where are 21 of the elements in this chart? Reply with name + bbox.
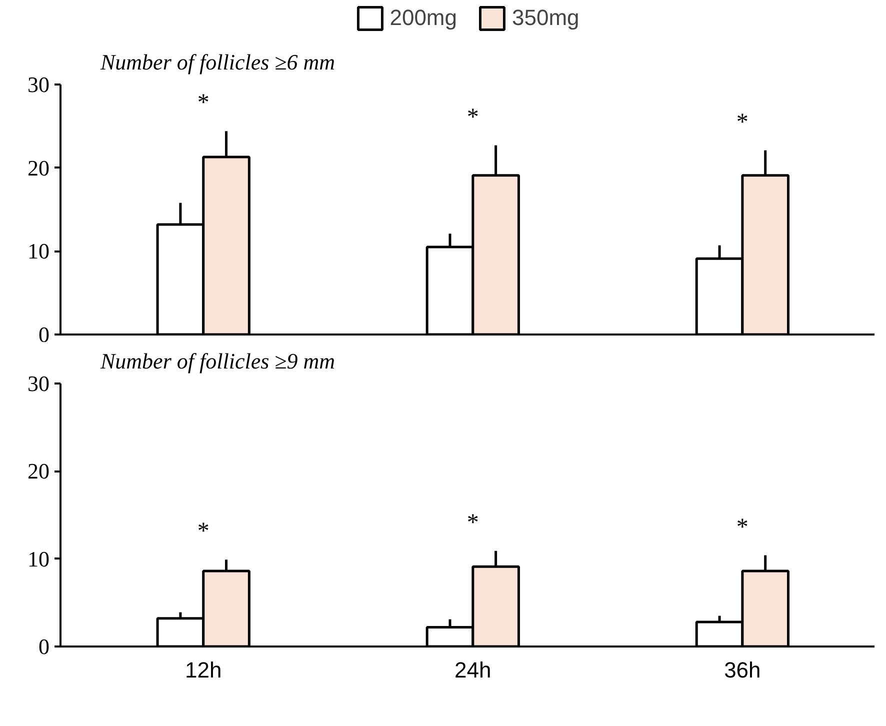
y-tick-label: 30 <box>28 370 50 396</box>
annotation: * <box>736 109 748 136</box>
annotation: * <box>197 518 210 545</box>
y-tick-label: 10 <box>28 238 50 264</box>
y-tick-label: 0 <box>38 322 50 347</box>
annotation: * <box>736 514 748 540</box>
legend-label: 200mg <box>390 5 457 31</box>
chart-title: Number of follicles ≥9 mm <box>100 348 336 374</box>
y-tick-label: 30 <box>28 72 50 97</box>
legend-label: 350mg <box>512 5 580 31</box>
y-tick-label: 10 <box>28 546 50 572</box>
chart-title: Number of follicles ≥6 mm <box>100 50 336 74</box>
y-tick-label: 20 <box>28 458 50 484</box>
x-tick-label: 36h <box>724 658 761 682</box>
x-tick-label: 12h <box>185 658 222 682</box>
annotation: * <box>466 510 479 536</box>
annotation: * <box>466 104 479 130</box>
y-tick-label: 0 <box>38 634 50 659</box>
x-tick-label: 24h <box>454 658 492 682</box>
y-tick-label: 20 <box>28 155 50 180</box>
annotation: * <box>197 90 210 116</box>
